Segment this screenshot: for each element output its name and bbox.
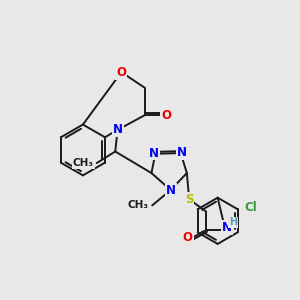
Text: O: O [116, 66, 126, 79]
Text: Cl: Cl [244, 201, 257, 214]
Text: CH₃: CH₃ [73, 158, 94, 168]
Text: N: N [166, 184, 176, 197]
Text: N: N [177, 146, 187, 159]
Text: N: N [222, 221, 232, 234]
Text: O: O [183, 231, 193, 244]
Text: S: S [185, 193, 194, 206]
Text: O: O [161, 109, 171, 122]
Text: N: N [149, 146, 159, 160]
Text: H: H [229, 217, 237, 227]
Text: N: N [112, 123, 123, 136]
Text: CH₃: CH₃ [128, 200, 148, 210]
